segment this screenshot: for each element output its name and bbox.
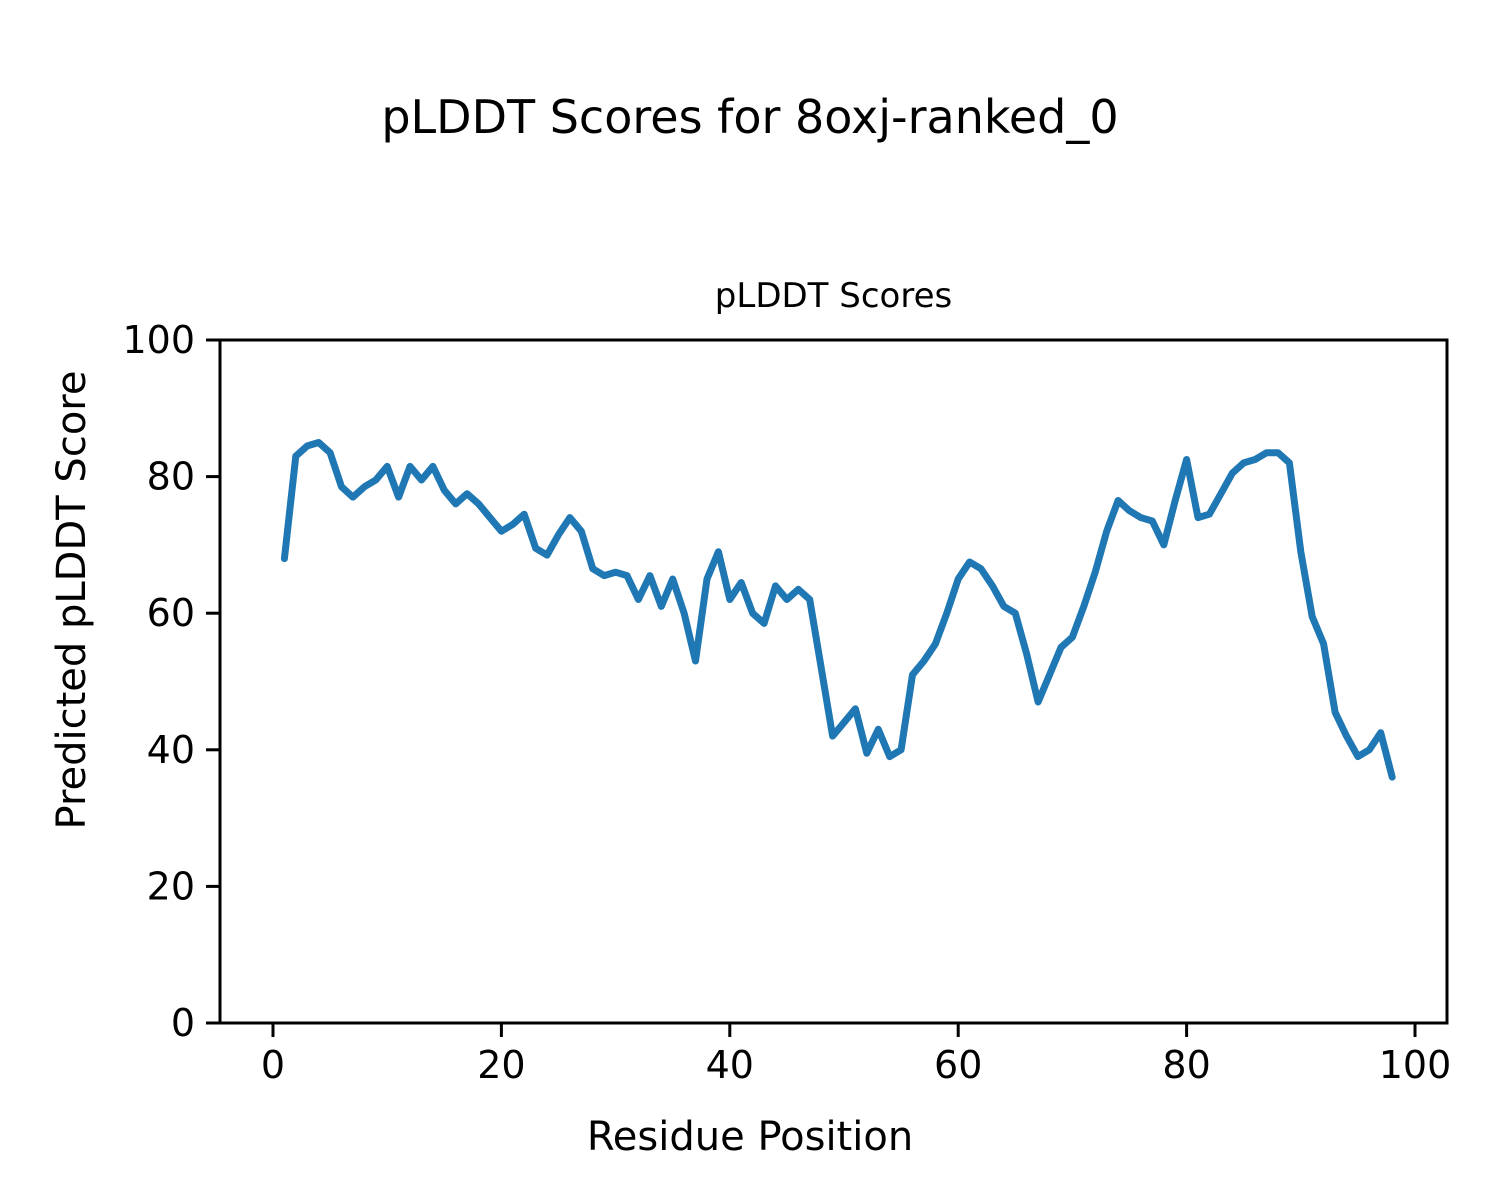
plddt-line-series: [280, 439, 1396, 781]
figure-title: pLDDT Scores for 8oxj-ranked_0: [381, 90, 1119, 144]
axes-spines: [218, 338, 1449, 1025]
y-tick-label: 80: [147, 455, 195, 499]
x-tick-label: 80: [1162, 1043, 1210, 1087]
x-tick-label: 60: [934, 1043, 982, 1087]
x-tick-label: 20: [477, 1043, 525, 1087]
y-tick-label: 60: [147, 591, 195, 635]
axes-title: pLDDT Scores: [714, 276, 953, 316]
y-tick-label: 100: [122, 318, 195, 362]
x-tick-label: 40: [706, 1043, 754, 1087]
x-tick-label: 0: [261, 1043, 285, 1087]
x-axis-label: Residue Position: [586, 1114, 914, 1160]
y-tick-label: 20: [147, 864, 195, 908]
y-tick-label: 0: [171, 1001, 195, 1045]
y-tick-label: 40: [147, 728, 195, 772]
x-tick-label: 100: [1379, 1043, 1452, 1087]
